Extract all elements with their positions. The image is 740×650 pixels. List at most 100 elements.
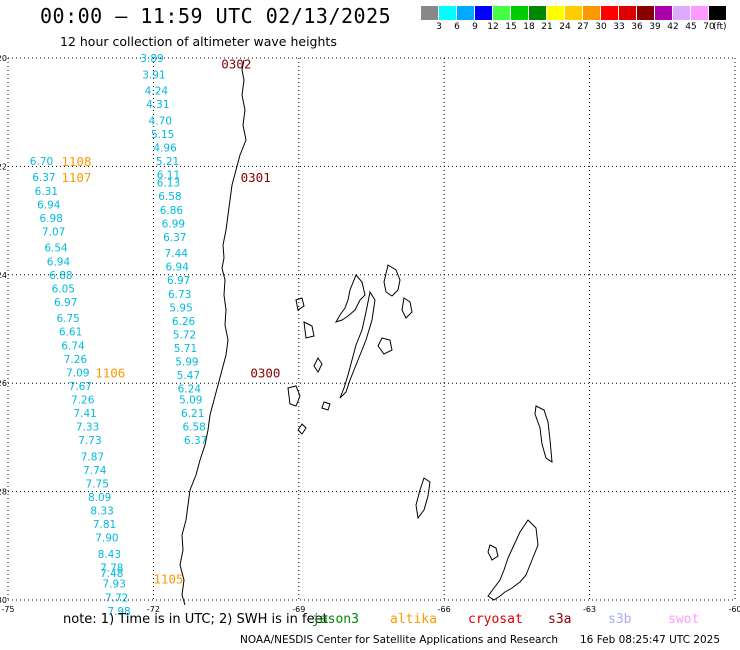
swh-value: 7.26 [64,354,88,366]
swh-value: 8.33 [90,506,113,518]
swh-value: 3.89 [140,53,163,65]
lon-label: -75 [1,605,14,614]
swh-value: 5.09 [179,394,202,406]
colorbar-label: 24 [559,22,571,32]
swh-value: 7.75 [86,478,109,490]
swh-value: 8.43 [98,549,121,561]
swh-value: 7.07 [42,226,65,238]
swh-value: 6.97 [54,297,77,309]
colorbar-swatch [493,6,511,20]
satellite-altika: altika [390,612,437,627]
lat-label: -20 [0,54,7,63]
colorbar-swatch [619,6,637,20]
swh-value: 7.44 [165,248,189,260]
colorbar-label: 6 [454,22,460,32]
swh-value: 6.61 [59,327,82,339]
swh-value: 6.97 [167,275,190,287]
lat-label: -28 [0,488,7,497]
swh-value: 6.94 [37,199,61,211]
island-outline [534,405,553,463]
swh-value: 3.91 [142,69,165,81]
map-subtitle: 12 hour collection of altimeter wave hei… [60,34,337,49]
swh-value: 7.09 [66,367,89,379]
colorbar-swatch [655,6,673,20]
colorbar-label: 36 [631,22,643,32]
colorbar-label: 9 [472,22,478,32]
swh-value: 7.87 [81,451,104,463]
colorbar-swatch [673,6,691,20]
swh-value: 5.99 [175,357,198,369]
swh-value: 6.58 [182,422,205,434]
swh-value: 5.47 [177,370,200,382]
colorbar-label: 27 [577,22,589,32]
swh-value: 7.90 [95,533,118,545]
swh-value: 7.72 [105,592,128,604]
colorbar-swatch [691,6,709,20]
swh-value: 6.88 [49,270,72,282]
swh-value: 6.05 [52,283,75,295]
wave-height-colorbar [421,6,727,20]
lon-label: -60 [728,605,740,614]
pass-time-label: 0301 [241,170,271,185]
pass-time-label: 1107 [61,170,91,185]
swh-value: 7.26 [71,394,95,406]
swh-value: 6.74 [61,340,85,352]
colorbar-label: 39 [649,22,661,32]
colorbar-swatch [583,6,601,20]
pass-time-label: 1105 [153,571,183,586]
swh-value: 6.94 [166,262,190,274]
swh-value: 6.37 [163,232,186,244]
swh-value: 7.33 [76,422,99,434]
swh-value: 5.71 [174,343,197,355]
swh-value: 7.73 [78,435,101,447]
swh-value: 8.09 [88,492,111,504]
colorbar-swatch [475,6,493,20]
pass-time-label: 0302 [221,56,251,71]
island-outline [339,290,376,399]
colorbar-unit: (ft) [713,22,727,32]
satellite-s3a: s3a [548,612,572,627]
island-outline [321,401,331,411]
colorbar-swatch [457,6,475,20]
lon-label: -72 [147,605,160,614]
swh-tracks: 3.89 3.91 4.244.31 4.70 5.154.96 5.21 6.116.13… [30,53,208,618]
swh-value: 6.21 [181,408,204,420]
swh-value: 6.73 [168,289,191,301]
swh-value: 5.15 [151,129,174,141]
swh-value: 5.72 [173,329,196,341]
island-outline [287,385,301,407]
satellite-jason3: jason3 [312,612,359,627]
colorbar-label: 33 [613,22,625,32]
pass-time-label: 1108 [61,154,91,169]
lon-label: -66 [438,605,451,614]
colorbar-swatch [601,6,619,20]
colorbar-swatch [529,6,547,20]
pass-time-label: 1106 [95,365,125,380]
swh-value: 4.70 [149,115,172,127]
coastline-path [179,59,247,606]
island-outline [303,321,315,339]
island-outline [377,337,393,355]
swh-value: 6.86 [160,205,184,217]
island-outline [297,423,307,435]
colorbar-label: 70 [703,22,715,32]
swh-value: 6.99 [162,218,185,230]
swh-value: 7.41 [73,408,96,420]
swh-value: 5.95 [169,302,192,314]
island-outline [313,357,323,373]
swh-value: 6.31 [35,186,58,198]
map-title: 00:00 – 11:59 UTC 02/13/2025 [40,4,392,28]
colorbar-label: 18 [523,22,535,32]
swh-value: 7.74 [83,465,107,477]
colorbar-label: 12 [487,22,499,32]
island-outline [334,274,366,323]
swh-value: 6.24 [178,384,202,396]
colorbar-label: 45 [685,22,697,32]
colorbar-swatch [421,6,439,20]
swh-value: 6.58 [158,191,181,203]
coastline [179,59,553,606]
swh-value: 6.70 [30,156,53,168]
swh-value: 6.54 [44,243,68,255]
